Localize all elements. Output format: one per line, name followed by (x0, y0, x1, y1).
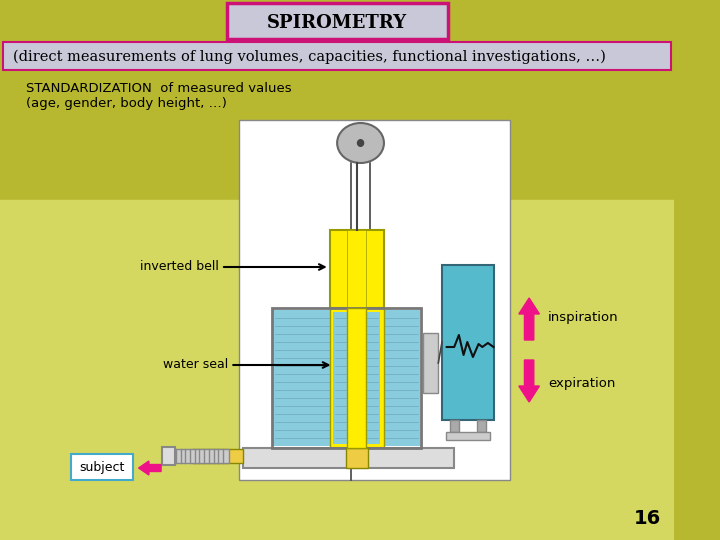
Bar (348, 308, 366, 448)
Text: subject: subject (79, 462, 125, 475)
FancyBboxPatch shape (3, 42, 672, 70)
Bar (239, 120, 510, 480)
Bar (0, 200, 674, 540)
FancyArrow shape (519, 360, 539, 402)
Bar (243, 448, 454, 468)
Text: STANDARDIZATION  of measured values: STANDARDIZATION of measured values (26, 82, 292, 94)
Bar (333, 312, 380, 444)
Bar (192, 449, 243, 463)
Bar (423, 333, 438, 393)
Bar (346, 448, 368, 468)
Text: (direct measurements of lung volumes, capacities, functional investigations, …): (direct measurements of lung volumes, ca… (13, 50, 606, 64)
Text: inverted bell: inverted bell (140, 260, 219, 273)
Bar (449, 420, 459, 432)
Text: 16: 16 (634, 509, 661, 528)
Bar (477, 420, 486, 432)
Bar (348, 230, 366, 308)
Bar (446, 432, 490, 440)
Bar (174, 449, 230, 463)
Ellipse shape (337, 123, 384, 163)
Text: (age, gender, body height, …): (age, gender, body height, …) (26, 98, 227, 111)
Text: inspiration: inspiration (548, 312, 618, 325)
FancyBboxPatch shape (71, 454, 133, 480)
Bar (330, 308, 384, 448)
Bar (271, 308, 421, 448)
Bar (442, 265, 493, 420)
Text: SPIROMETRY: SPIROMETRY (267, 14, 408, 32)
Bar (330, 230, 384, 308)
FancyBboxPatch shape (227, 3, 448, 39)
FancyArrow shape (139, 461, 161, 475)
Bar (162, 447, 175, 465)
Circle shape (357, 139, 364, 147)
FancyArrow shape (519, 298, 539, 340)
Text: water seal: water seal (163, 359, 228, 372)
Text: expiration: expiration (548, 376, 615, 389)
Bar (274, 310, 420, 446)
